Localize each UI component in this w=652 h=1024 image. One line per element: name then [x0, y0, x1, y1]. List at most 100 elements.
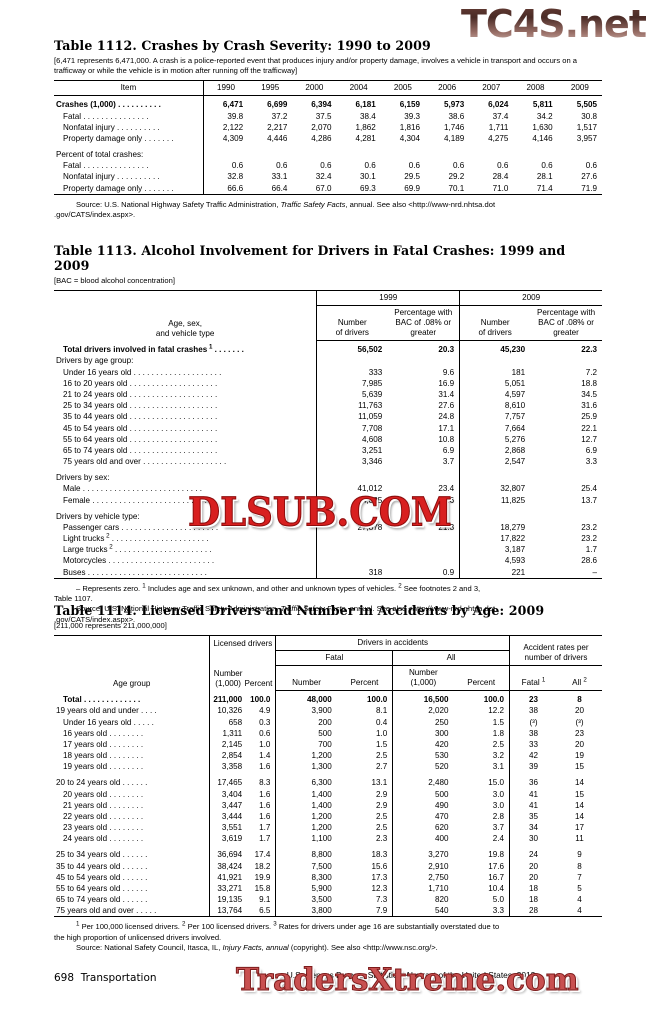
row-label: Drivers by vehicle type:: [56, 511, 140, 521]
leader-dots: . . . . . . . . . . . . . . .: [81, 161, 149, 171]
table-row: 16 years old . . . . . . . . 1,311 0.6 500…: [54, 727, 602, 739]
cell: 8.3: [259, 778, 271, 788]
cell: 27.6: [581, 172, 597, 182]
cell: 420: [392, 738, 454, 751]
cell: 41,921: [209, 871, 248, 883]
cell: 100.0: [483, 695, 504, 705]
cell: 33: [508, 738, 558, 751]
cell: 7,500: [275, 860, 337, 872]
cell: 69.3: [336, 182, 381, 195]
leader-dots: . . . . . . .: [142, 183, 174, 193]
cell: 36: [508, 772, 558, 789]
cell: [316, 532, 388, 545]
table-row: 35 to 44 years old . . . . . . . . . . .…: [54, 411, 602, 423]
row-label: 18 years old . . . . . . . .: [63, 751, 144, 761]
cell: 37.2: [271, 111, 288, 121]
cell: 22.1: [581, 423, 597, 433]
watermark-tradersxtreme: TradersXtreme.com: [236, 962, 580, 999]
row-label: 21 years old . . . . . . . .: [63, 800, 144, 810]
col-rate-fatal: Fatal 1: [508, 665, 558, 692]
row-label: Buses . . . . . . . . . . . . . . . . . …: [54, 566, 317, 579]
cell: 37.4: [492, 111, 509, 121]
cell: 6,471: [202, 95, 249, 111]
column-header-2000: 2000: [292, 80, 337, 97]
cell: 2,020: [392, 705, 454, 717]
cell: 28: [508, 905, 558, 918]
row-label: 45 to 54 years old . . . . . . . . . . .…: [63, 423, 218, 433]
leader-dots: . . . . . . . .: [107, 728, 144, 738]
table-1113-block: Table 1113. Alcohol Involvement for Driv…: [54, 243, 602, 625]
cell: 10.8: [438, 434, 455, 444]
table-row: 17 years old . . . . . . . . 2,145 1.0 700…: [54, 738, 602, 751]
row-label: 55 to 64 years old . . . . . .: [56, 884, 148, 894]
cell: 500: [275, 727, 337, 739]
table-row: Total . . . . . . . . . . . . . 211,000 10…: [54, 690, 602, 706]
cell: 1,517: [576, 122, 597, 132]
cell: 1,630: [532, 122, 553, 132]
cell: 1.6: [259, 762, 271, 772]
cell: 19: [575, 751, 585, 761]
cell: 18,279: [459, 521, 531, 533]
cell: 2.5: [375, 823, 388, 833]
cell: 1,400: [275, 788, 337, 800]
table-1112-headnote: [6,471 represents 6,471,000. A crash is …: [54, 56, 578, 76]
source-url-cont: .gov/CATS/index.aspx>.: [54, 210, 136, 220]
cell: 211,000: [209, 690, 248, 706]
cell: 7.2: [585, 367, 597, 377]
cell: 15.6: [371, 861, 388, 871]
leader-dots: . . . . . .: [120, 861, 148, 871]
cell: 8.1: [375, 706, 388, 716]
cell: 7,708: [316, 422, 388, 434]
cell: 2,145: [209, 738, 248, 751]
cell: 11: [575, 834, 584, 844]
cell: 7.3: [375, 895, 388, 905]
cell: 5,276: [459, 433, 531, 445]
cell: 520: [392, 761, 454, 773]
cell: 23.2: [581, 522, 597, 532]
cell: [381, 144, 425, 160]
leader-dots: . . . . . . . . . . . . . . . . . . . .: [127, 378, 218, 388]
col-fatal-percent: Percent: [336, 665, 393, 692]
cell: 6,181: [355, 100, 376, 110]
cell: 41,012: [316, 483, 388, 495]
cell: 0.3: [259, 717, 271, 727]
cell: 5.0: [492, 895, 504, 905]
cell: 15.8: [254, 884, 271, 894]
table-1114-footnotes: 1 Per 100,000 licensed drivers. 2 Per 10…: [54, 921, 602, 953]
header-row-groups: Age group Licensed drivers Drivers in ac…: [54, 635, 602, 691]
cell: 1.0: [375, 728, 388, 738]
row-label: 17 years old . . . . . . . .: [63, 739, 144, 749]
page-number: 698: [54, 972, 75, 984]
cell: 23.2: [581, 534, 597, 544]
cell: 700: [275, 738, 337, 751]
col-pct-1999: Percentage with BAC of .08% or greater: [387, 305, 460, 342]
cell: 14: [575, 778, 585, 788]
row-label: Large trucks 2 . . . . . . . . . . . . .…: [63, 543, 212, 555]
cell: 5,811: [532, 100, 553, 110]
cell: 2.9: [375, 789, 388, 799]
footer-census-note: U.S. Census Bureau, Statistical Abstract…: [286, 970, 536, 980]
cell: 25.9: [581, 412, 597, 422]
row-label: Under 16 years old . . . . .: [63, 717, 154, 727]
cell: [316, 555, 388, 567]
cell: 67.0: [292, 182, 337, 195]
row-label: Percent of total crashes:: [56, 150, 144, 160]
cell: 100.0: [250, 695, 271, 705]
cell: 16,500: [392, 690, 454, 706]
cell: 7,664: [459, 422, 531, 434]
table-row: 22 years old . . . . . . . . 3,444 1.6 1,2…: [54, 810, 602, 823]
leader-dots: . . . . . . . . . . . . . . . . . . . . …: [109, 534, 209, 544]
cell: 9.6: [442, 367, 455, 377]
stub-header: Age group: [54, 635, 210, 691]
col-number-2009: Number of drivers: [459, 305, 531, 342]
cell: 5,051: [459, 377, 531, 389]
year-group-1999: 1999: [316, 290, 460, 306]
table-row: 55 to 64 years old . . . . . . . . . . .…: [54, 433, 602, 445]
cell: 1,746: [443, 122, 465, 132]
cell: 7,985: [316, 377, 388, 389]
cell: 12.3: [371, 884, 388, 894]
row-label: 19 years old and under . . . .: [56, 706, 157, 716]
cell: 6.9: [442, 445, 455, 455]
cell: 0.6: [364, 161, 376, 171]
col-fatal-number: Number: [275, 665, 337, 692]
